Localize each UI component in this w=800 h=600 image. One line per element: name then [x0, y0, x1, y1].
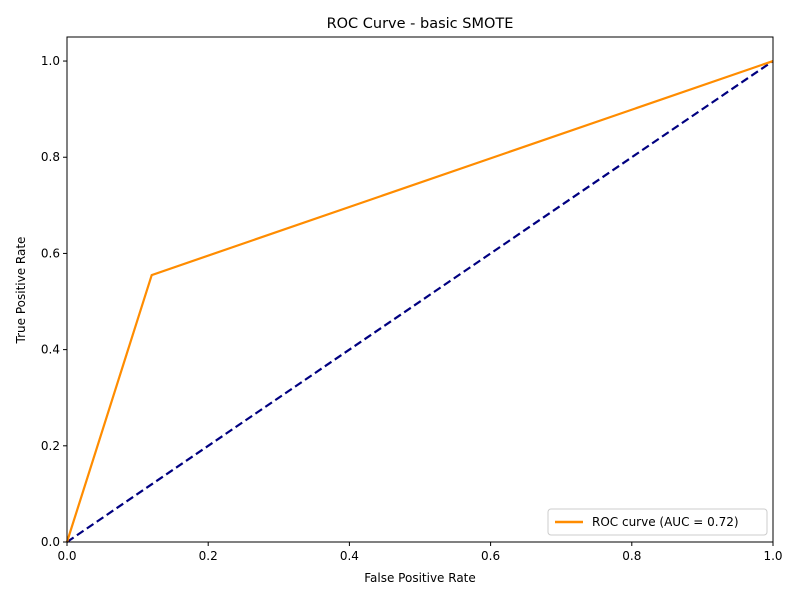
- x-tick-label: 1.0: [763, 549, 782, 563]
- x-tick-label: 0.6: [481, 549, 500, 563]
- x-tick-label: 0.0: [57, 549, 76, 563]
- series-line-roc-curve: [65, 60, 774, 543]
- y-tick-label: 0.4: [41, 343, 60, 357]
- y-tick-label: 0.8: [41, 150, 60, 164]
- chart-title: ROC Curve - basic SMOTE: [327, 16, 514, 32]
- y-tick-label: 0.6: [41, 246, 60, 260]
- y-tick-label: 0.0: [41, 535, 60, 549]
- legend-box: [547, 508, 768, 536]
- x-axis-label: False Positive Rate: [364, 571, 476, 585]
- series-layer: [65, 60, 774, 543]
- x-tick-label: 0.4: [340, 549, 359, 563]
- y-axis-ticks: 0.0 0.2 0.4 0.6 0.8 1.0: [41, 54, 67, 549]
- y-tick-label: 1.0: [41, 54, 60, 68]
- plot-frame: [66, 36, 774, 543]
- series-line-diagonal: [66, 60, 774, 543]
- x-tick-label: 0.8: [622, 549, 641, 563]
- y-axis-label: True Positive Rate: [14, 237, 28, 345]
- plot-area: [65, 36, 774, 543]
- x-axis-ticks: 0.0 0.2 0.4 0.6 0.8 1.0: [57, 542, 783, 563]
- legend-label-roc-curve: ROC curve (AUC = 0.72): [592, 515, 739, 529]
- x-tick-label: 0.2: [199, 549, 218, 563]
- legend: ROC curve (AUC = 0.72): [547, 508, 768, 536]
- y-tick-label: 0.2: [41, 439, 60, 453]
